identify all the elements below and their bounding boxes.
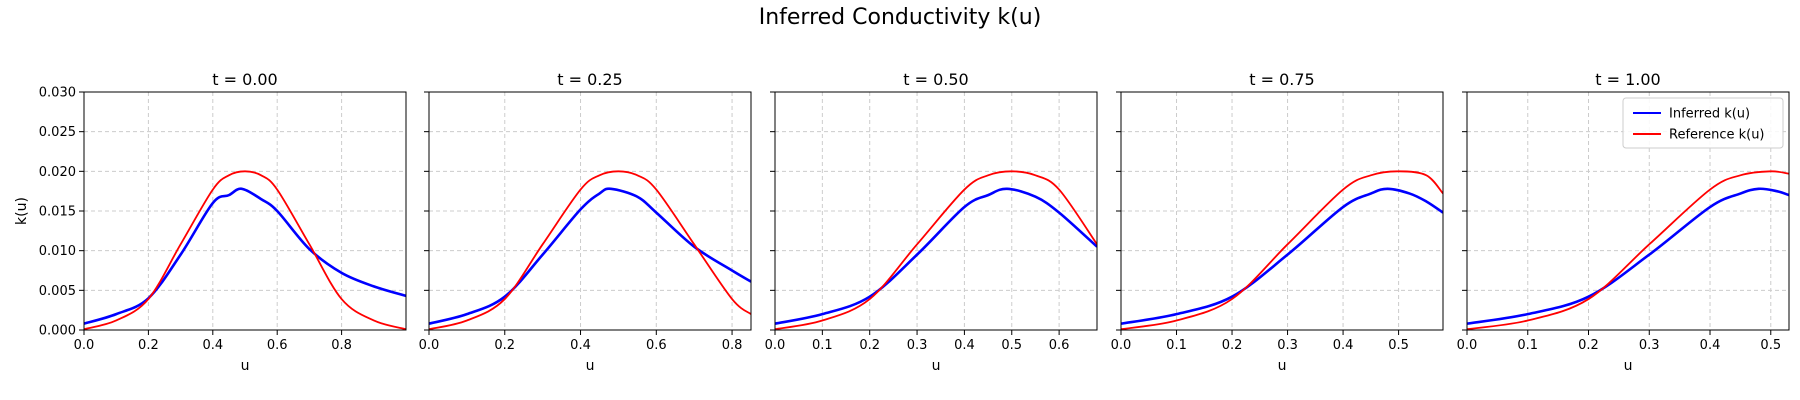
chart-panel-3: t = 0.75 0.0 0.1 0.2 0.3 0.4 0.5 u: [1111, 70, 1444, 374]
series-reference-line: [429, 170, 751, 330]
x-tick-label: 0.0: [419, 338, 440, 353]
x-tick-label: 0.2: [494, 338, 515, 353]
x-axis-label: u: [241, 358, 250, 374]
axes-frame: [1466, 91, 1790, 331]
x-tick-label: 0.4: [570, 338, 591, 353]
series-reference-line: [1121, 170, 1443, 330]
x-tick-label: 0.3: [1277, 338, 1298, 353]
y-tick-label: 0.015: [39, 205, 76, 220]
x-tick-label: 0.0: [1457, 338, 1478, 353]
legend-label: Reference k(u): [1669, 128, 1765, 143]
x-axis-label: u: [586, 358, 595, 374]
x-tick-label: 0.3: [907, 338, 928, 353]
y-axis-label: k(u): [14, 197, 30, 225]
x-tick-label: 0.5: [1001, 338, 1022, 353]
y-tick-label: 0.000: [39, 324, 76, 339]
legend: Inferred k(u) Reference k(u): [1622, 97, 1784, 149]
panel-title: t = 0.25: [557, 70, 622, 89]
x-tick-label: 0.6: [646, 338, 667, 353]
panel-title: t = 1.00: [1595, 70, 1660, 89]
x-tick-label: 0.6: [1049, 338, 1070, 353]
legend-label: Inferred k(u): [1669, 107, 1750, 122]
x-tick-label: 0.0: [765, 338, 786, 353]
chart-panel-4: t = 1.00 0.0 0.1 0.2 0.3 0.4 0.5 u Inferred k(u)…: [1457, 70, 1790, 374]
series-inferred-line: [775, 187, 1097, 325]
x-tick-label: 0.2: [138, 338, 159, 353]
x-tick-label: 0.1: [812, 338, 833, 353]
series-reference-line: [84, 170, 406, 330]
x-tick-label: 0.5: [1760, 338, 1781, 353]
y-tick-label: 0.020: [39, 165, 76, 180]
x-tick-label: 0.4: [1333, 338, 1354, 353]
legend-box: [1622, 97, 1784, 149]
chart-panel-2: t = 0.50 0.0 0.1 0.2 0.3 0.4 0.5 0.6 u: [765, 70, 1098, 374]
x-tick-label: 0.6: [267, 338, 288, 353]
x-axis-label: u: [932, 358, 941, 374]
panel-title: t = 0.50: [903, 70, 968, 89]
axes-frame: [83, 91, 407, 331]
x-tick-label: 0.0: [74, 338, 95, 353]
x-tick-label: 0.5: [1388, 338, 1409, 353]
series-reference-line: [1467, 170, 1789, 330]
axes-frame: [774, 91, 1098, 331]
series-inferred-line: [84, 187, 406, 325]
x-tick-label: 0.4: [202, 338, 223, 353]
x-axis-label: u: [1624, 358, 1633, 374]
x-tick-label: 0.8: [331, 338, 352, 353]
x-tick-label: 0.1: [1517, 338, 1538, 353]
axes-frame: [428, 91, 752, 331]
x-tick-label: 0.2: [1222, 338, 1243, 353]
y-tick-label: 0.010: [39, 244, 76, 259]
chart-panel-1: t = 0.25 0.0 0.2 0.4 0.6 0.8 u: [419, 70, 752, 374]
x-tick-label: 0.1: [1166, 338, 1187, 353]
y-tick-label: 0.005: [39, 284, 76, 299]
chart-panel-0: t = 0.00 0.000 0.005 0.010 0.015 0.020 0.025 0.…: [14, 70, 407, 374]
x-tick-label: 0.2: [1578, 338, 1599, 353]
series-reference-line: [775, 170, 1097, 330]
panel-title: t = 0.00: [212, 70, 277, 89]
series-inferred-line: [1467, 187, 1789, 325]
panel-title: t = 0.75: [1249, 70, 1314, 89]
x-tick-label: 0.3: [1639, 338, 1660, 353]
x-axis-label: u: [1278, 358, 1287, 374]
x-tick-label: 0.2: [859, 338, 880, 353]
series-inferred-line: [1121, 187, 1443, 325]
y-tick-label: 0.025: [39, 125, 76, 140]
x-tick-label: 0.4: [1700, 338, 1721, 353]
x-tick-label: 0.8: [722, 338, 743, 353]
figure-title: Inferred Conductivity k(u): [759, 5, 1042, 30]
axes-frame: [1120, 91, 1444, 331]
x-tick-label: 0.4: [954, 338, 975, 353]
x-tick-label: 0.0: [1111, 338, 1132, 353]
y-tick-label: 0.030: [39, 86, 76, 101]
